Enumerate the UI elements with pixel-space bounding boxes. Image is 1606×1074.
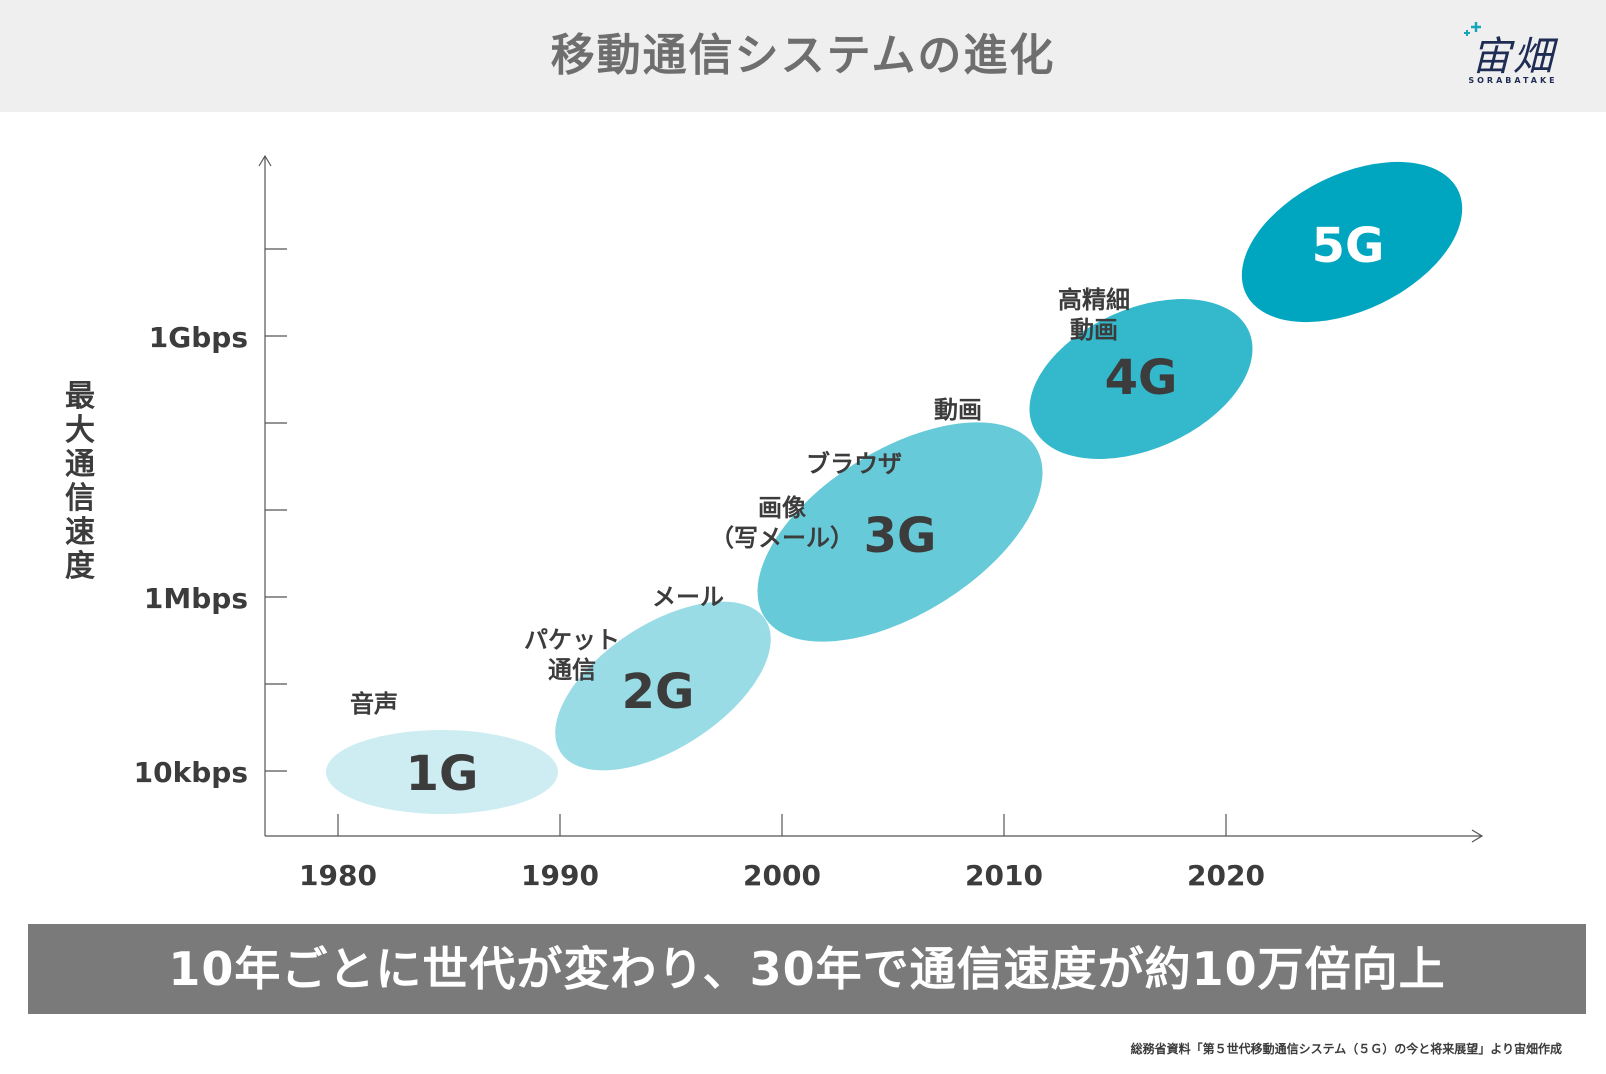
y-tick-label: 10kbps (134, 756, 248, 789)
generation-label-5g: 5G (1312, 218, 1385, 274)
feature-label: （写メール） (710, 524, 854, 552)
feature-label: 画像 (758, 494, 807, 522)
page-title: 移動通信システムの進化 (550, 30, 1056, 81)
generation-ellipse-1g (326, 730, 558, 814)
feature-label: 動画 (1070, 316, 1118, 344)
logo-subtext: SORABATAKE (1468, 76, 1558, 85)
y-tick-label: 1Mbps (144, 582, 248, 615)
y-axis-title-char: 最 (65, 379, 95, 414)
feature-label: 動画 (934, 396, 982, 424)
summary-banner: 10年ごとに世代が変わり、30年で通信速度が約10万倍向上 (28, 924, 1586, 1014)
header-bar (0, 0, 1606, 112)
y-tick-label: 1Gbps (149, 321, 248, 354)
x-tick-label: 2010 (965, 859, 1043, 892)
y-axis-title-char: 速 (65, 515, 95, 550)
feature-label: 高精細 (1058, 286, 1130, 314)
y-axis-title-char: 大 (65, 413, 95, 448)
y-axis-arrow (258, 154, 272, 167)
generation-ellipse-5g (1241, 161, 1463, 323)
generation-label-1g: 1G (406, 746, 479, 802)
x-tick-label: 1990 (521, 859, 599, 892)
y-axis-title-char: 度 (65, 549, 95, 584)
x-tick-label: 2000 (743, 859, 821, 892)
generation-label-3g: 3G (864, 508, 937, 564)
feature-label: 通信 (548, 656, 596, 684)
feature-label: ブラウザ (806, 450, 902, 478)
generation-ellipse-2g (555, 601, 771, 771)
sparkle-icon (1464, 22, 1481, 36)
feature-label: 音声 (350, 690, 398, 718)
y-axis-title: 最大通信速度 (60, 380, 100, 584)
x-tick-label: 1980 (299, 859, 377, 892)
logo-text: 宙畑 (1471, 34, 1555, 80)
generation-ellipse-3g (757, 422, 1043, 642)
axes: 10kbps 1Mbps 1Gbps 1980 1990 2000 2010 2020 (134, 154, 1484, 892)
feature-label: メール (652, 583, 724, 611)
x-tick-label: 2020 (1187, 859, 1265, 892)
generation-ellipse-4g (1029, 299, 1253, 459)
y-axis-title-char: 信 (65, 481, 95, 516)
x-axis-arrow (1471, 829, 1484, 843)
source-note: 総務省資料「第５世代移動通信システム（５Ｇ）の今と将来展望」より宙畑作成 (1130, 1042, 1562, 1056)
generation-label-4g: 4G (1105, 350, 1178, 406)
y-axis-title-char: 通 (65, 447, 95, 482)
generation-ellipses: 1G 2G 3G 4G 5G (326, 161, 1463, 814)
generation-label-2g: 2G (622, 664, 695, 720)
feature-label: パケット (524, 626, 620, 654)
sorabatake-logo: 宙畑 SORABATAKE (1458, 18, 1568, 92)
